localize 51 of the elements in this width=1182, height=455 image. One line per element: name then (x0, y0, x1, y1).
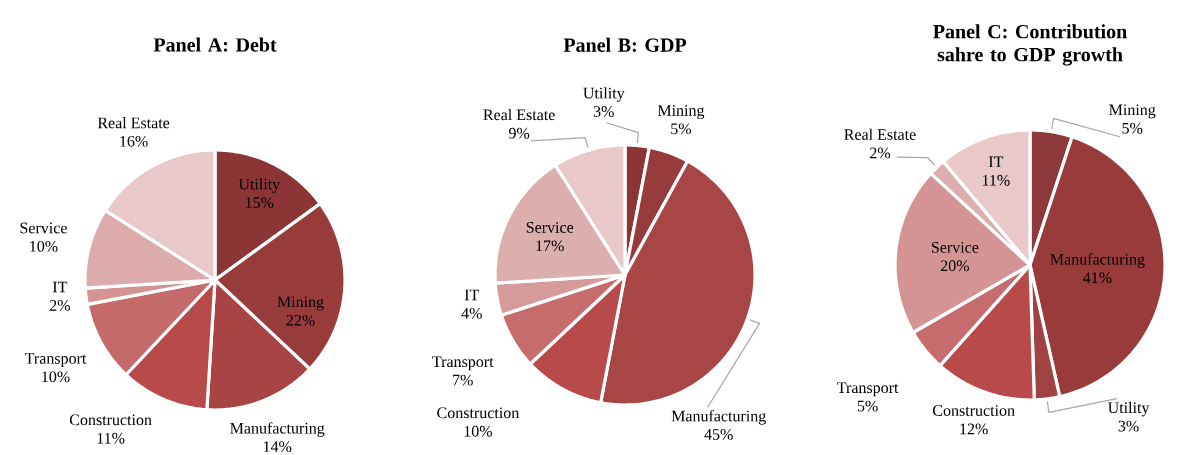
slice-label: IT (52, 281, 68, 293)
slice-label: IT (988, 156, 1004, 168)
slice-label: Manufacturing (671, 409, 766, 425)
data-label: 17% (536, 240, 564, 252)
data-label: 5% (671, 123, 692, 135)
slice-label: Construction (69, 414, 152, 426)
slice-label: Construction (933, 405, 1015, 416)
slice-label: Service (526, 222, 574, 233)
slice-label: Utility (238, 178, 281, 193)
slice-label: Real Estate (844, 128, 916, 140)
slice-label: Transport (432, 356, 494, 371)
slice-label: Real Estate (97, 117, 170, 129)
data-label: 2% (49, 300, 70, 311)
slice-label: Mining (1109, 104, 1156, 119)
data-label: 3% (1118, 420, 1139, 432)
data-label: 7% (453, 374, 473, 386)
chart-title: Panel B: GDP (563, 37, 687, 52)
data-label: 22% (286, 314, 315, 326)
slice-label: IT (464, 289, 480, 301)
slice-label: Utility (583, 87, 625, 102)
slice-label: Real Estate (483, 108, 555, 121)
data-label: 11% (97, 432, 125, 444)
data-label: 5% (857, 400, 878, 412)
slice-label: Service (20, 222, 67, 234)
data-label: 2% (870, 147, 891, 159)
data-label: 10% (464, 425, 493, 437)
slice-label: Utility (1107, 401, 1150, 417)
data-label: 16% (120, 135, 148, 147)
data-label: 9% (508, 127, 530, 139)
slice-label: Transport (837, 382, 899, 397)
chart-title: Panel C: Contribution sahre to GDP growth (933, 24, 1127, 66)
data-label: 45% (704, 429, 733, 440)
data-label: 10% (30, 240, 58, 252)
slice-label: Manufacturing (1050, 253, 1145, 268)
data-label: 20% (940, 260, 969, 272)
data-label: 12% (960, 423, 988, 435)
data-label: 11% (982, 174, 1010, 186)
data-label: 41% (1083, 272, 1112, 284)
data-label: 14% (263, 441, 292, 453)
data-label: 5% (1122, 122, 1143, 134)
slice-label: Manufacturing (230, 422, 325, 437)
data-label: 15% (246, 197, 274, 208)
chart-title: Panel A: Debt (153, 37, 277, 52)
data-label: 10% (42, 371, 70, 383)
slice-label: Service (931, 242, 979, 253)
slice-label: Construction (437, 407, 520, 419)
data-label: 4% (461, 307, 482, 319)
slice-label: Mining (657, 105, 705, 120)
slice-label: Mining (277, 296, 324, 311)
slice-label: Transport (24, 353, 87, 368)
data-label: 3% (593, 106, 614, 117)
